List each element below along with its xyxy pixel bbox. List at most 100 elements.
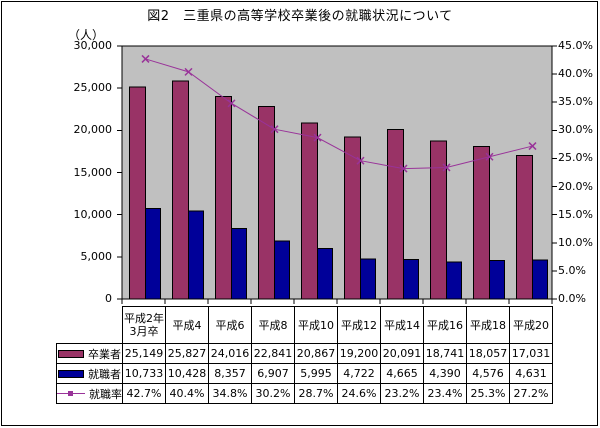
category-header-cell: 平成8 [251, 306, 295, 344]
value-cell: 19,200 [337, 343, 381, 364]
bar-graduates [344, 136, 361, 300]
right-axis-tick-label: 45.0% [558, 39, 593, 52]
bar-employed [145, 207, 161, 300]
value-cell: 23.2% [380, 383, 424, 404]
legend-label-employed: 就職者 [88, 367, 121, 381]
legend-item-employment-rate: 就職率 [56, 383, 123, 404]
value-cell: 8,357 [208, 363, 252, 384]
right-axis-tick-label: 30.0% [558, 123, 593, 137]
bar-graduates [516, 154, 533, 300]
value-cell: 25,827 [165, 343, 209, 364]
right-axis-tick-label: 10.0% [558, 235, 593, 249]
graduates-bar-swatch-icon [58, 349, 84, 358]
category-header-cell: 平成20 [509, 306, 553, 344]
bar-employed [188, 210, 204, 300]
category-header-cell: 平成16 [423, 306, 467, 344]
table-corner-cell [57, 307, 123, 344]
value-cell: 4,665 [380, 363, 424, 384]
left-axis-tick-label: 30,000 [73, 39, 113, 52]
legend-label-graduates: 卒業者 [88, 347, 121, 361]
chart-title: 図2 三重県の高等学校卒業後の就職状況について [147, 9, 453, 24]
value-cell: 30.2% [251, 383, 295, 404]
left-axis-tick-label: 10,000 [73, 207, 113, 221]
value-cell: 25,149 [122, 343, 166, 364]
value-cell: 25.3% [466, 383, 510, 404]
left-axis-tick-label: 5,000 [80, 249, 113, 263]
category-header-cell: 平成6 [208, 306, 252, 344]
line-marker-x-icon [227, 99, 236, 108]
line-marker-x-icon [313, 133, 322, 142]
value-cell: 28.7% [294, 383, 338, 404]
bar-employed [317, 247, 333, 300]
value-cell: 20,091 [380, 343, 424, 364]
value-cell: 42.7% [122, 383, 166, 404]
right-axis-tick-label: 35.0% [558, 95, 593, 109]
right-axis-tick-label: 40.0% [558, 67, 593, 81]
bar-employed [231, 228, 247, 300]
bar-graduates [387, 129, 404, 300]
value-cell: 5,995 [294, 363, 338, 384]
bar-employed [489, 259, 505, 300]
bar-employed [274, 240, 290, 300]
value-cell: 4,576 [466, 363, 510, 384]
line-marker-x-icon [270, 125, 279, 134]
category-header-cell: 平成2年 3月卒 [122, 306, 166, 344]
left-axis-tick-label: 25,000 [73, 81, 113, 95]
value-cell: 24,016 [208, 343, 252, 364]
value-cell: 18,057 [466, 343, 510, 364]
value-cell: 4,390 [423, 363, 467, 384]
bar-graduates [473, 146, 490, 300]
category-header-cell: 平成4 [165, 306, 209, 344]
bar-graduates [430, 140, 447, 300]
value-cell: 34.8% [208, 383, 252, 404]
value-cell: 17,031 [509, 343, 553, 364]
right-axis-tick-label: 25.0% [558, 151, 593, 165]
category-header-cell: 平成14 [380, 306, 424, 344]
employed-bar-swatch-icon [58, 369, 84, 378]
line-marker-x-icon [442, 163, 451, 172]
value-cell: 23.4% [423, 383, 467, 404]
right-axis-tick-label: 0.0% [558, 292, 586, 305]
right-axis-tick-label: 20.0% [558, 179, 593, 193]
employment-rate-line [145, 58, 533, 170]
bar-graduates [215, 95, 232, 300]
value-cell: 10,733 [122, 363, 166, 384]
value-cell: 4,631 [509, 363, 553, 384]
line-marker-x-icon [184, 67, 193, 76]
value-cell: 18,741 [423, 343, 467, 364]
bar-employed [446, 261, 462, 300]
line-marker-x-icon [141, 54, 150, 63]
data-table: 平成2年 3月卒 平成4 平成6 平成8 平成10 平成12 平成14 平成16 平成18 平成2… [56, 306, 553, 404]
bar-graduates [129, 86, 146, 300]
value-cell: 40.4% [165, 383, 209, 404]
line-marker-x-icon [399, 164, 408, 173]
value-cell: 10,428 [165, 363, 209, 384]
left-axis-tick-label: 20,000 [73, 123, 113, 137]
legend-item-employed: 就職者 [56, 363, 123, 384]
line-marker-x-icon [485, 152, 494, 161]
value-cell: 4,722 [337, 363, 381, 384]
line-marker-x-icon [356, 156, 365, 165]
right-axis-tick-label: 5.0% [558, 263, 586, 277]
left-axis-tick-label: 15,000 [73, 165, 113, 179]
bar-graduates [301, 122, 318, 300]
value-cell: 6,907 [251, 363, 295, 384]
category-header-cell: 平成12 [337, 306, 381, 344]
value-cell: 27.2% [509, 383, 553, 404]
category-header-cell: 平成18 [466, 306, 510, 344]
left-axis-tick-label: 0 [105, 292, 112, 305]
bar-employed [360, 258, 376, 300]
value-cell: 22,841 [251, 343, 295, 364]
employment-rate-line-swatch-icon [57, 389, 85, 398]
value-cell: 20,867 [294, 343, 338, 364]
right-axis-tick-label: 15.0% [558, 207, 593, 221]
bar-employed [532, 259, 548, 300]
bar-graduates [258, 105, 275, 300]
left-axis-unit-label: （人） [67, 28, 104, 42]
bar-employed [403, 259, 419, 300]
category-header-cell: 平成10 [294, 306, 338, 344]
value-cell: 24.6% [337, 383, 381, 404]
legend-item-graduates: 卒業者 [56, 343, 123, 364]
bar-graduates [172, 80, 189, 300]
